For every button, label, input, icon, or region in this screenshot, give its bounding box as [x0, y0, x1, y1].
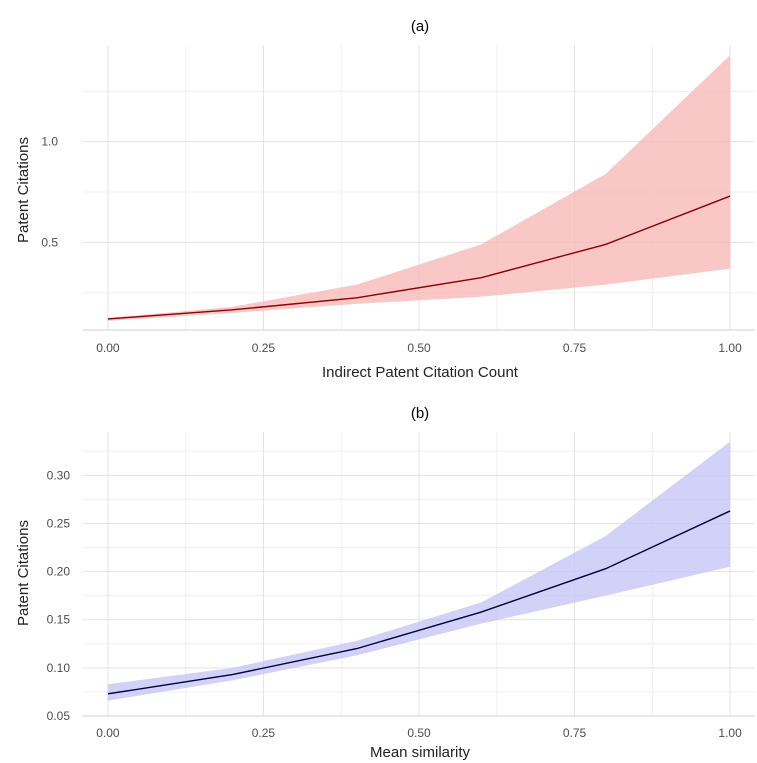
panel-b-xtick-label: 0.25: [252, 726, 276, 740]
panel-b-ytick-label: 0.30: [47, 468, 71, 482]
panel-a-xtick-label: 0.00: [96, 341, 120, 355]
panel-b: (b) 0.00 0.25 0.50 0.75 1.00 0.05 0.10 0.15 0.20…: [15, 405, 755, 761]
panel-a-title: (a): [411, 18, 429, 35]
panel-b-ytick-label: 0.05: [47, 709, 71, 723]
panel-a-xtick-label: 0.25: [252, 341, 276, 355]
panel-b-ytick-label: 0.10: [47, 661, 71, 675]
panel-a-ytick-label: 1.0: [41, 135, 58, 149]
panel-a: (a) 0.00 0.25 0.50 0.75 1.00 0.5 1.0 Indirect …: [15, 18, 755, 381]
panel-a-plot-area: 0.00 0.25 0.50 0.75 1.00 0.5 1.0: [41, 45, 755, 355]
panel-a-xlabel: Indirect Patent Citation Count: [322, 364, 519, 381]
panel-b-ylabel: Patent Citations: [15, 520, 32, 626]
panel-a-xtick-label: 0.50: [407, 341, 431, 355]
panel-b-ytick-label: 0.20: [47, 565, 71, 579]
panel-a-ylabel: Patent Citations: [15, 137, 32, 243]
panel-b-ytick-label: 0.15: [47, 613, 71, 627]
panel-b-xlabel: Mean similarity: [370, 744, 471, 761]
panel-b-xtick-label: 0.75: [563, 726, 587, 740]
panel-a-xtick-label: 0.75: [563, 341, 587, 355]
panel-b-title: (b): [411, 405, 429, 422]
panel-a-xtick-label: 1.00: [718, 341, 742, 355]
panel-a-ytick-label: 0.5: [41, 235, 58, 249]
panel-b-xtick-label: 1.00: [718, 726, 742, 740]
panel-b-xtick-label: 0.50: [407, 726, 431, 740]
panel-b-xtick-label: 0.00: [96, 726, 120, 740]
panel-b-plot-area: 0.00 0.25 0.50 0.75 1.00 0.05 0.10 0.15 0.20 0.25…: [47, 432, 755, 740]
panel-b-ytick-label: 0.25: [47, 516, 71, 530]
